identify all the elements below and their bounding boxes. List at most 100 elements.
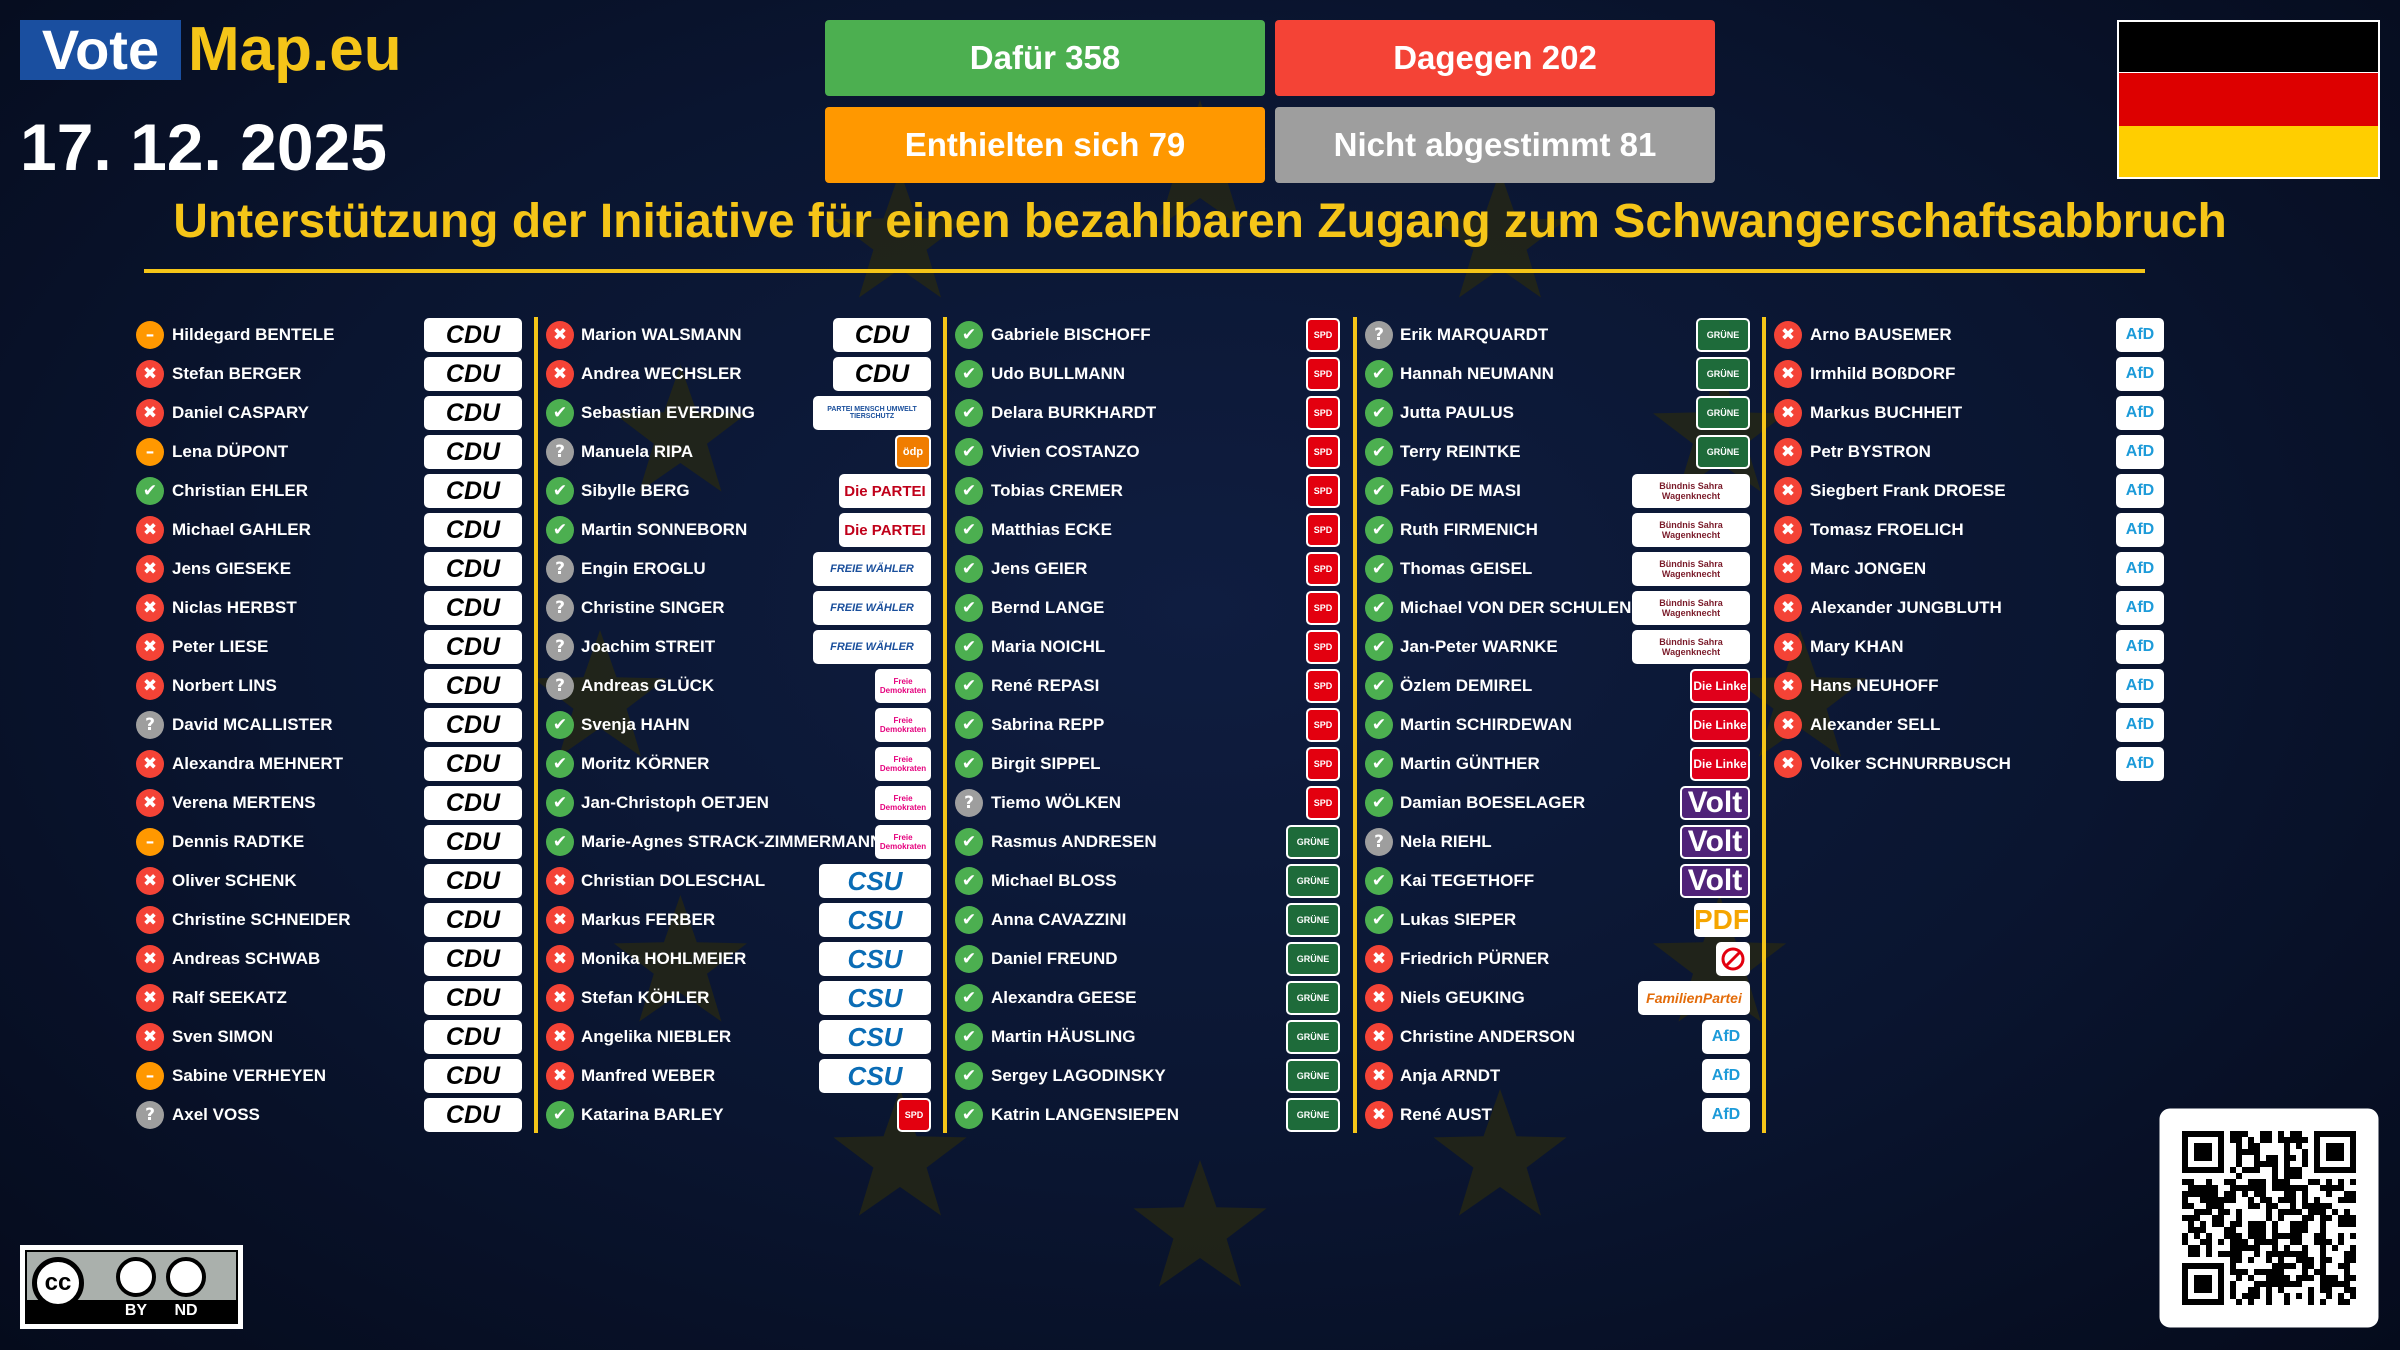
vote-icon: ✖ <box>1774 672 1802 700</box>
qr-module <box>2326 1215 2332 1221</box>
qr-module <box>2338 1215 2344 1221</box>
qr-module <box>2242 1191 2248 1197</box>
vote-icon: ✔ <box>1365 906 1393 934</box>
qr-module <box>2314 1203 2320 1209</box>
member-name: Manuela RIPA <box>581 442 694 461</box>
vote-icon: ✔ <box>955 750 983 778</box>
party-logo: AfD <box>2116 474 2164 508</box>
qr-module <box>2212 1185 2218 1191</box>
qr-module <box>2236 1137 2242 1143</box>
vote-icon: ✖ <box>136 906 164 934</box>
qr-module <box>2284 1275 2290 1281</box>
party-logo: CDU <box>424 825 522 859</box>
vote-icon: ✔ <box>546 828 574 856</box>
vote-icon: ✔ <box>955 906 983 934</box>
qr-module <box>2326 1287 2332 1293</box>
qr-module <box>2266 1209 2272 1215</box>
member-name: Stefan BERGER <box>172 364 302 383</box>
qr-module <box>2236 1209 2242 1215</box>
qr-module <box>2314 1179 2320 1185</box>
member-name: Angelika NIEBLER <box>581 1027 732 1046</box>
qr-module <box>2296 1185 2302 1191</box>
qr-module <box>2272 1155 2278 1161</box>
party-logo: CDU <box>424 318 522 352</box>
qr-module <box>2212 1221 2218 1227</box>
party-logo: GRÜNE <box>1696 396 1750 430</box>
member-name: Niclas HERBST <box>172 598 297 617</box>
party-logo: AfD <box>2116 669 2164 703</box>
qr-module <box>2224 1191 2230 1197</box>
qr-module <box>2302 1155 2308 1161</box>
qr-module <box>2314 1209 2320 1215</box>
qr-module <box>2290 1155 2296 1161</box>
vote-icon: – <box>136 1062 164 1090</box>
qr-module <box>2230 1239 2236 1245</box>
qr-module <box>2224 1209 2230 1215</box>
qr-module <box>2308 1179 2314 1185</box>
logo-vote: Vote <box>20 20 181 80</box>
qr-module <box>2290 1197 2296 1203</box>
qr-module <box>2254 1221 2260 1227</box>
party-logo: Volt <box>1680 786 1750 820</box>
vote-count-button[interactable]: Dafür 358 <box>825 20 1265 96</box>
party-logo: AfD <box>2116 513 2164 547</box>
member-name: Michael GAHLER <box>172 520 311 539</box>
qr-module <box>2332 1209 2338 1215</box>
member-name: Sebastian EVERDING <box>581 403 755 422</box>
qr-module <box>2320 1185 2326 1191</box>
member-name: Marie-Agnes STRACK-ZIMMERMANN <box>581 832 875 851</box>
member-name: Jutta PAULUS <box>1400 403 1514 422</box>
qr-module <box>2290 1167 2296 1173</box>
member-name: Peter LIESE <box>172 637 269 656</box>
qr-code[interactable] <box>2158 1107 2380 1329</box>
vote-icon: ✖ <box>136 672 164 700</box>
vote-icon: ✔ <box>955 399 983 427</box>
qr-module <box>2266 1281 2272 1287</box>
qr-module <box>2254 1191 2260 1197</box>
vote-icon: ✔ <box>955 477 983 505</box>
qr-module <box>2290 1203 2296 1209</box>
qr-module <box>2320 1251 2326 1257</box>
eu-star <box>833 1089 967 1216</box>
qr-module <box>2296 1209 2302 1215</box>
vote-count-button[interactable]: Enthielten sich 79 <box>825 107 1265 183</box>
qr-module <box>2236 1161 2242 1167</box>
member-name: Hannah NEUMANN <box>1400 364 1554 383</box>
party-logo: Bündnis Sahra Wagenknecht <box>1632 513 1750 547</box>
qr-module <box>2296 1227 2302 1233</box>
vote-icon: ✖ <box>136 633 164 661</box>
qr-module <box>2290 1233 2296 1239</box>
qr-module <box>2290 1251 2296 1257</box>
qr-module <box>2224 1197 2230 1203</box>
party-logo: Freie Demokraten <box>875 747 931 781</box>
party-logo: GRÜNE <box>1696 318 1750 352</box>
qr-module <box>2296 1257 2302 1263</box>
party-logo: CDU <box>424 396 522 430</box>
qr-module <box>2320 1263 2326 1269</box>
member-name: Katrin LANGENSIEPEN <box>991 1105 1179 1124</box>
vote-count-button[interactable]: Dagegen 202 <box>1275 20 1715 96</box>
qr-module <box>2248 1299 2254 1305</box>
vote-icon: ✖ <box>1774 555 1802 583</box>
member-name: Matthias ECKE <box>991 520 1112 539</box>
qr-module <box>2302 1215 2308 1221</box>
vote-icon: ✔ <box>955 828 983 856</box>
party-logo: CSU <box>819 981 931 1015</box>
qr-finder <box>2182 1263 2224 1305</box>
vote-icon: ✔ <box>955 867 983 895</box>
party-logo: GRÜNE <box>1286 1020 1340 1054</box>
qr-module <box>2254 1287 2260 1293</box>
vote-icon: ✖ <box>546 1023 574 1051</box>
qr-module <box>2206 1245 2212 1251</box>
member-name: Christian EHLER <box>172 481 309 500</box>
member-name: Friedrich PÜRNER <box>1400 949 1550 968</box>
party-logo: AfD <box>2116 747 2164 781</box>
vote-count-button[interactable]: Nicht abgestimmt 81 <box>1275 107 1715 183</box>
qr-module <box>2224 1179 2230 1185</box>
qr-module <box>2182 1233 2188 1239</box>
member-name: Tobias CREMER <box>991 481 1123 500</box>
vote-icon: ✔ <box>546 789 574 817</box>
party-logo: Die PARTEI <box>839 513 931 547</box>
member-name: David MCALLISTER <box>172 715 333 734</box>
qr-module <box>2284 1197 2290 1203</box>
